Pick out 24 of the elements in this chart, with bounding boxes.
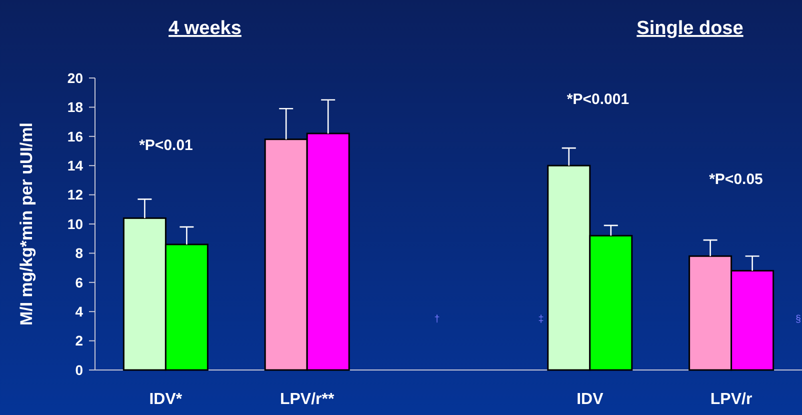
y-tick-label: 18 — [67, 99, 84, 116]
y-tick-label: 6 — [75, 274, 84, 290]
annotation: † — [434, 314, 440, 325]
y-tick-label: 8 — [75, 245, 84, 262]
x-tick-label: LPV/r** — [280, 391, 335, 408]
y-tick-label: 4 — [75, 304, 84, 320]
y-tick-label: 20 — [67, 70, 84, 86]
annotation: § — [795, 314, 801, 325]
annotation: *P<0.001 — [566, 91, 630, 108]
annotation: ‡ — [538, 314, 544, 325]
annotation: *P<0.05 — [709, 171, 763, 188]
y-tick-label: 12 — [67, 186, 84, 203]
chart-title: 4 weeks — [168, 18, 242, 39]
chart-subtitle: Single dose — [636, 18, 744, 39]
x-tick-label: LPV/r — [710, 391, 752, 408]
annotation: *P<0.01 — [139, 137, 193, 154]
x-tick-label: IDV — [576, 391, 604, 408]
y-tick-label: 10 — [67, 216, 84, 232]
y-axis-title: M/I mg/kg*min per uUI/ml — [17, 122, 36, 326]
y-tick-label: 14 — [67, 158, 84, 174]
y-tick-label: 2 — [75, 332, 84, 349]
y-tick-label: 0 — [75, 362, 84, 378]
x-tick-label: IDV* — [149, 391, 183, 408]
y-tick-label: 16 — [67, 128, 84, 144]
